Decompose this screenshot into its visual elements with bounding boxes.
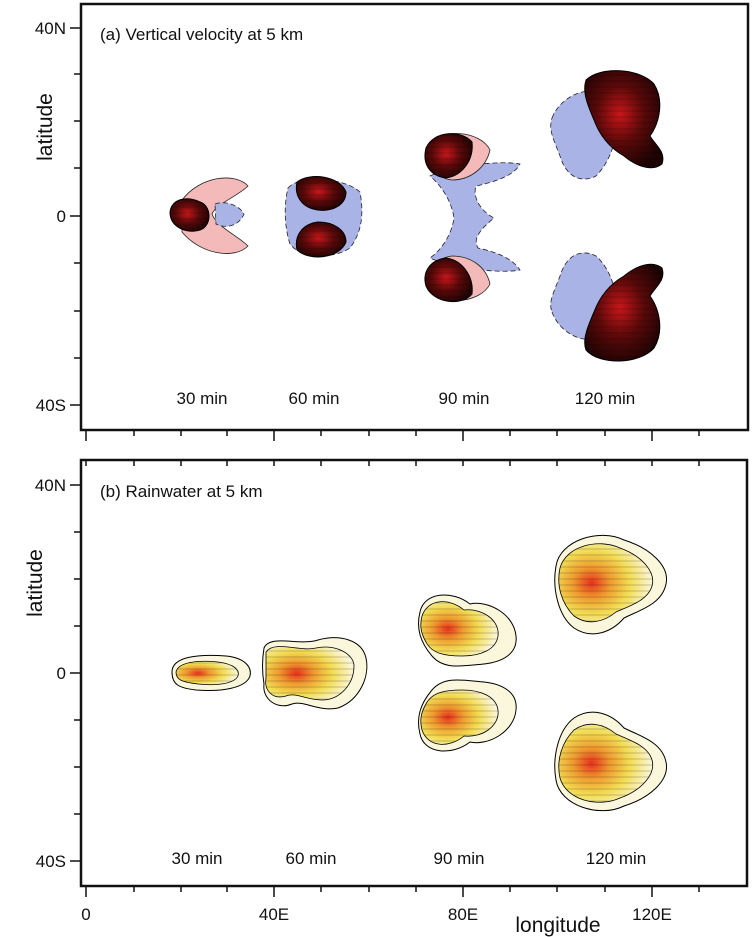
panel-b-time-90: 90 min	[433, 849, 484, 868]
panel-a-ytick-40s: 40S	[36, 396, 66, 415]
panel-b-time-30: 30 min	[171, 849, 222, 868]
panel-b-cell-120min	[554, 534, 667, 812]
panel-a-time-90: 90 min	[438, 389, 489, 408]
xaxis-label: longitude	[515, 914, 600, 937]
panel-a-ylabel: latitude	[34, 93, 57, 161]
panel-a-ytick-40n: 40N	[35, 19, 66, 38]
panel-a-title: (a) Vertical velocity at 5 km	[100, 25, 303, 44]
panel-b-ylabel: latitude	[24, 549, 47, 617]
panel-a-time-120: 120 min	[575, 389, 635, 408]
panel-a-cell-60min	[284, 176, 363, 258]
panel-b-ytick-0: 0	[57, 664, 66, 683]
panel-b-ytick-40n: 40N	[35, 476, 66, 495]
panel-b-yticks	[70, 484, 81, 862]
xtick-40e: 40E	[259, 905, 289, 924]
panel-b-time-60: 60 min	[285, 849, 336, 868]
panel-b-cell-90min	[418, 594, 517, 752]
panel-a-ytick-0: 0	[57, 207, 66, 226]
panel-b-time-120: 120 min	[586, 849, 646, 868]
panel-a-cell-90min	[424, 133, 521, 302]
panel-a-cell-30min	[169, 177, 249, 254]
xtick-120e: 120E	[632, 905, 672, 924]
xtick-0: 0	[81, 905, 90, 924]
panel-b: (b) Rainwater at 5 km 40N 0 40S latitude	[24, 458, 749, 897]
panel-a-xticks	[85, 430, 700, 441]
panel-b-cell-30min	[171, 654, 251, 691]
panel-b-xticks-top	[85, 460, 700, 466]
xtick-80e: 80E	[448, 905, 478, 924]
panel-b-xticks	[85, 886, 700, 897]
panel-a-time-60: 60 min	[288, 389, 339, 408]
panel-b-ytick-40s: 40S	[36, 852, 66, 871]
panel-b-title: (b) Rainwater at 5 km	[100, 482, 263, 501]
panel-a-time-30: 30 min	[176, 389, 227, 408]
panel-a-cell-120min	[550, 70, 664, 362]
panel-a: (a) Vertical velocity at 5 km 40N 0 40S …	[34, 2, 750, 441]
panel-a-yticks	[70, 27, 81, 406]
panel-b-cell-60min	[262, 637, 368, 710]
